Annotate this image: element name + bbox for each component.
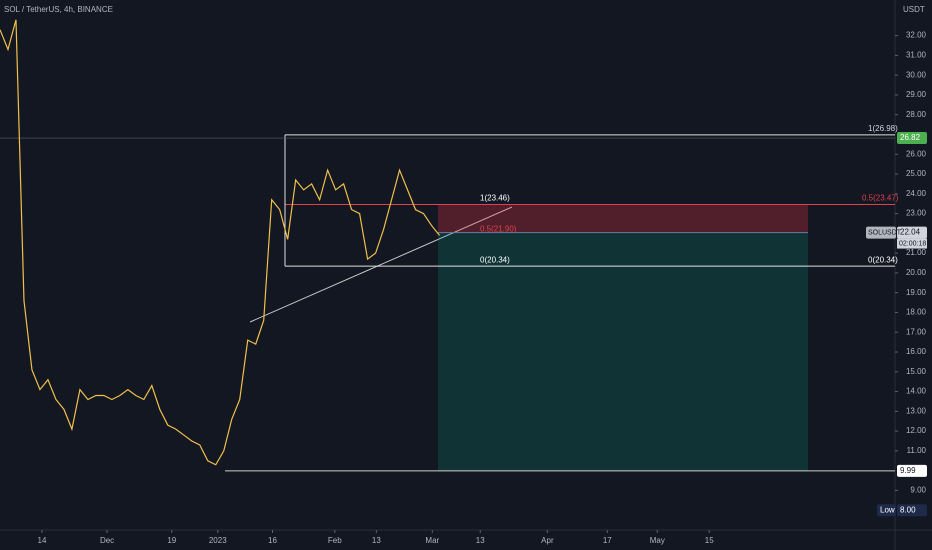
x-tick-label: Dec [100,536,114,545]
symbol-badge [866,226,896,239]
y-axis-label: USDT [903,5,925,14]
y-tick-label: 13.00 [906,406,927,415]
x-tick-label: 16 [268,536,277,545]
y-tick-label: 9.00 [910,486,926,495]
price-badge [897,226,927,239]
price-badge-label: 8.00 [900,505,916,514]
fib-label: 1(23.46) [480,194,510,203]
y-tick-label: 17.00 [906,327,927,336]
low-label: Low [880,505,895,514]
y-tick-label: 20.00 [906,268,927,277]
chart-title: SOL / TetherUS, 4h, BINANCE [4,5,113,14]
fib-label: 1(26.98) [868,124,898,133]
y-tick-label: 25.00 [906,169,927,178]
low-badge [877,504,896,517]
price-badge [897,504,927,517]
price-line [0,19,440,466]
y-tick-label: 11.00 [907,446,927,455]
x-tick-label: 13 [372,536,381,545]
price-badge-label: 9.99 [900,466,916,475]
y-tick-label: 21.00 [906,248,927,257]
fib-label: 0.5(21.90) [480,224,517,233]
y-tick-label: 26.00 [906,149,927,158]
fib-label: 0(20.34) [868,255,898,264]
x-tick-label: 17 [603,536,612,545]
countdown-bg [897,238,927,249]
y-tick-label: 30.00 [906,70,927,79]
x-tick-label: 2023 [209,536,227,545]
y-tick-label: 31.00 [906,50,927,59]
x-tick-label: 19 [167,536,176,545]
y-tick-label: 19.00 [906,288,927,297]
x-tick-label: 14 [38,536,47,545]
trend-line [249,206,513,323]
stop-zone [438,204,808,233]
y-tick-label: 16.00 [906,347,927,356]
y-tick-label: 14.00 [906,387,927,396]
x-tick-label: 15 [705,536,714,545]
y-tick-label: 29.00 [906,90,927,99]
y-tick-label: 28.00 [906,110,927,119]
x-tick-label: Feb [328,536,342,545]
y-tick-label: 32.00 [906,31,927,40]
price-badge [897,132,927,145]
x-tick-label: May [650,536,665,545]
fib-label: 0.5(23.47) [862,193,899,202]
target-zone [438,232,808,471]
y-tick-label: 23.00 [906,209,927,218]
x-tick-label: Mar [425,536,439,545]
symbol-label: SOLUSDT [868,229,902,236]
x-tick-label: 13 [476,536,485,545]
y-tick-label: 12.00 [906,426,927,435]
y-tick-label: 15.00 [906,367,927,376]
countdown: 02:00:18 [899,240,926,247]
y-tick-label: 18.00 [906,308,927,317]
price-badge-label: 22.04 [900,228,921,237]
y-tick-label: 24.00 [906,189,927,198]
price-badge-label: 26.82 [900,133,921,142]
x-tick-label: Apr [541,536,554,545]
fib-label: 0(20.34) [480,255,510,264]
price-badge [897,464,927,477]
